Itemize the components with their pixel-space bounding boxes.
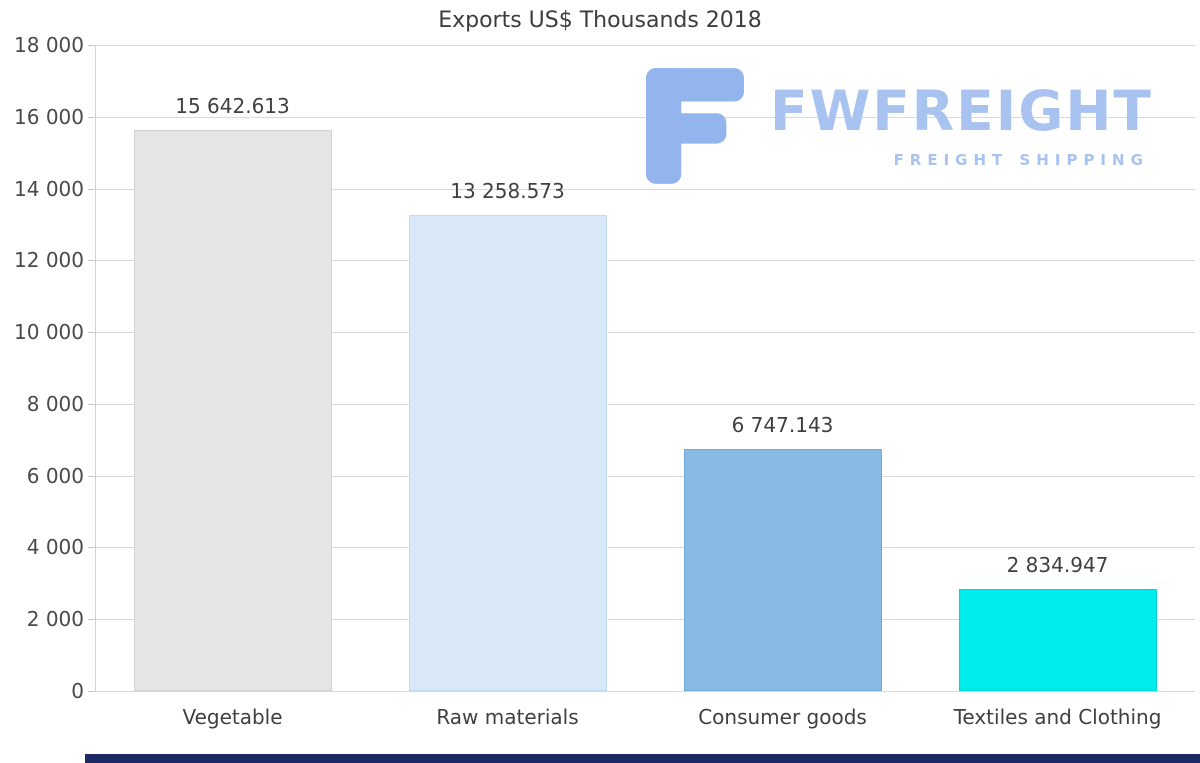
gridline	[95, 116, 1195, 118]
gridline	[95, 691, 1195, 692]
y-tick-label: 10 000	[14, 320, 84, 345]
bar-value-label: 15 642.613	[175, 93, 290, 118]
y-tick-label: 2 000	[26, 607, 84, 632]
y-tick-label: 0	[71, 679, 84, 703]
y-axis-tick	[88, 116, 95, 118]
y-axis-line	[95, 45, 96, 691]
y-axis-tick	[88, 403, 95, 405]
gridline	[95, 475, 1195, 477]
y-axis-tick	[88, 332, 95, 334]
logo-brand-name: FWFREIGHT	[770, 79, 1153, 143]
y-axis-tick	[88, 475, 95, 477]
logo-tagline: FREIGHT SHIPPING	[893, 151, 1149, 169]
y-axis-tick	[88, 619, 95, 621]
y-tick-label: 16 000	[14, 104, 84, 129]
x-tick-label: Consumer goods	[698, 705, 867, 729]
logo: FWFREIGHT FREIGHT SHIPPING	[646, 66, 1153, 186]
y-tick-label: 6 000	[26, 463, 84, 488]
footer-bar	[85, 754, 1200, 763]
plot-area: 15 642.613 13 258.573 6 747.143 2 834.947	[88, 45, 1195, 692]
bar-consumer-goods[interactable]	[683, 448, 882, 691]
y-axis-tick	[88, 260, 95, 262]
bar-vegetable[interactable]	[133, 129, 332, 691]
gridline	[95, 332, 1195, 334]
chart-title: Exports US$ Thousands 2018	[438, 8, 762, 33]
gridline	[95, 260, 1195, 262]
gridline	[95, 188, 1195, 190]
gridline	[95, 547, 1195, 549]
y-tick-label: 8 000	[26, 391, 84, 416]
y-axis-tick	[88, 45, 95, 46]
gridline	[95, 45, 1195, 46]
y-axis-tick	[88, 188, 95, 190]
y-tick-label: 14 000	[14, 176, 84, 201]
logo-text-block: FWFREIGHT FREIGHT SHIPPING	[770, 79, 1153, 170]
y-tick-label: 4 000	[26, 535, 84, 560]
bar-value-label: 2 834.947	[1006, 553, 1109, 578]
y-axis-tick	[88, 547, 95, 549]
y-tick-label: 18 000	[14, 33, 84, 57]
bar-textiles-and-clothing[interactable]	[958, 589, 1157, 691]
x-tick-label: Raw materials	[436, 705, 579, 729]
gridline	[95, 403, 1195, 405]
gridline	[95, 619, 1195, 621]
bar-value-label: 6 747.143	[731, 412, 834, 437]
x-tick-label: Textiles and Clothing	[953, 705, 1162, 729]
bar-raw-materials[interactable]	[408, 215, 607, 691]
logo-f-icon	[646, 68, 744, 184]
bar-value-label: 13 258.573	[450, 179, 565, 204]
logo-f-icon-shape	[646, 68, 744, 184]
y-tick-label: 12 000	[14, 248, 84, 273]
y-axis-tick	[88, 691, 95, 692]
x-tick-label: Vegetable	[182, 705, 283, 729]
